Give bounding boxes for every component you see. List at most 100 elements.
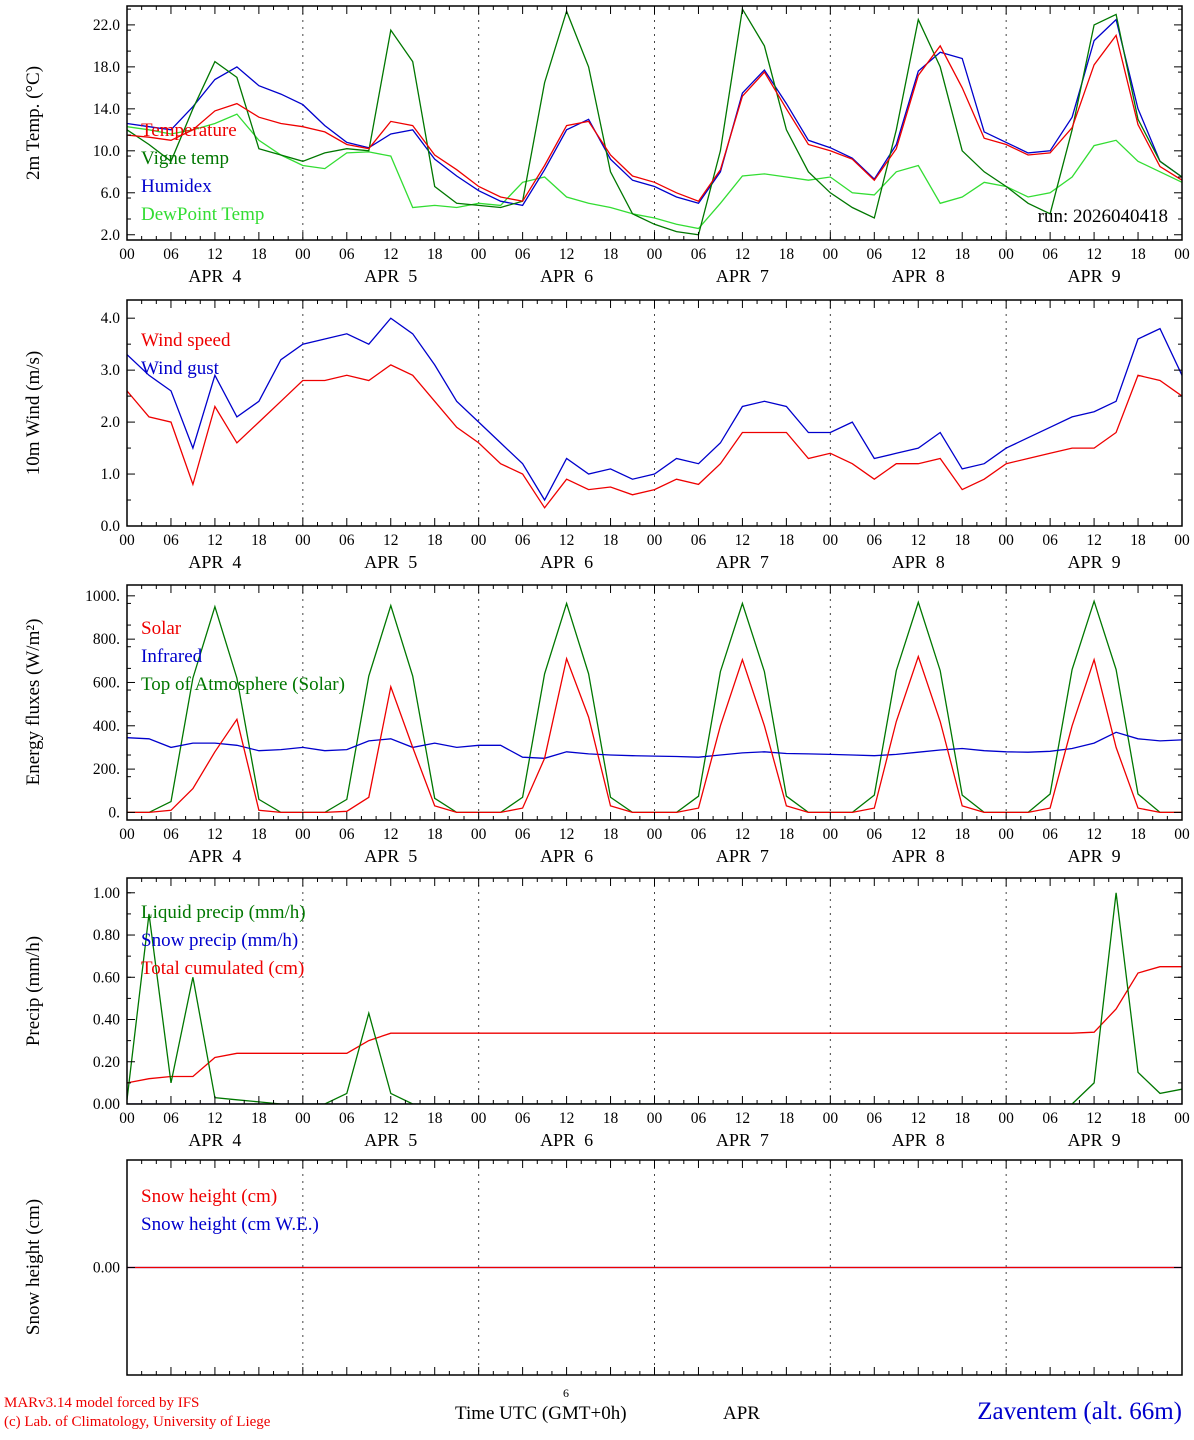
svg-text:0.40: 0.40 <box>93 1012 120 1029</box>
svg-text:12: 12 <box>1086 532 1102 549</box>
svg-text:00: 00 <box>1174 826 1190 843</box>
svg-text:18: 18 <box>427 532 443 549</box>
svg-text:APR 6: APR 6 <box>540 266 593 286</box>
svg-text:18: 18 <box>251 246 267 263</box>
svg-text:APR 8: APR 8 <box>892 552 945 572</box>
svg-text:12: 12 <box>911 532 927 549</box>
legend-wind-speed: Wind speed <box>141 330 231 351</box>
svg-text:APR 6: APR 6 <box>540 846 593 866</box>
svg-text:06: 06 <box>515 246 531 263</box>
svg-text:12: 12 <box>1086 1110 1102 1127</box>
legend-liquid-precip: Liquid precip (mm/h) <box>141 902 306 923</box>
svg-text:2.0: 2.0 <box>101 414 121 431</box>
svg-text:18: 18 <box>603 1110 619 1127</box>
svg-text:18: 18 <box>1130 826 1146 843</box>
svg-text:12: 12 <box>559 246 575 263</box>
svg-text:APR 8: APR 8 <box>892 1130 945 1150</box>
svg-text:APR 7: APR 7 <box>716 1130 769 1150</box>
svg-text:18: 18 <box>954 532 970 549</box>
legend-solar: Solar <box>141 618 182 639</box>
svg-text:06: 06 <box>1042 1110 1058 1127</box>
svg-text:600.: 600. <box>93 674 120 691</box>
svg-text:1000.: 1000. <box>85 588 120 605</box>
svg-text:00: 00 <box>295 246 311 263</box>
svg-text:4.0: 4.0 <box>101 310 121 327</box>
svg-text:APR 9: APR 9 <box>1068 846 1121 866</box>
svg-text:12: 12 <box>207 532 223 549</box>
svg-text:APR 9: APR 9 <box>1068 1130 1121 1150</box>
svg-text:00: 00 <box>823 532 839 549</box>
svg-text:06: 06 <box>515 826 531 843</box>
svg-text:18: 18 <box>954 1110 970 1127</box>
legend-total-cumulated: Total cumulated (cm) <box>141 958 305 979</box>
svg-text:1.0: 1.0 <box>101 466 121 483</box>
svg-text:800.: 800. <box>93 631 120 648</box>
svg-text:06: 06 <box>339 1110 355 1127</box>
svg-text:00: 00 <box>647 1110 663 1127</box>
svg-text:00: 00 <box>823 246 839 263</box>
svg-text:12: 12 <box>383 1110 399 1127</box>
svg-text:06: 06 <box>1042 826 1058 843</box>
svg-text:12: 12 <box>559 826 575 843</box>
svg-text:12: 12 <box>735 1110 751 1127</box>
svg-text:12: 12 <box>559 1110 575 1127</box>
svg-text:APR 6: APR 6 <box>540 1130 593 1150</box>
svg-text:400.: 400. <box>93 718 120 735</box>
svg-text:APR 5: APR 5 <box>364 552 417 572</box>
svg-text:0.: 0. <box>108 804 120 821</box>
svg-text:12: 12 <box>735 826 751 843</box>
svg-text:18: 18 <box>603 826 619 843</box>
svg-text:06: 06 <box>163 826 179 843</box>
svg-text:06: 06 <box>339 246 355 263</box>
legend-dewpoint: DewPoint Temp <box>141 204 265 225</box>
svg-text:18: 18 <box>427 826 443 843</box>
svg-text:00: 00 <box>823 826 839 843</box>
svg-text:APR 7: APR 7 <box>716 266 769 286</box>
svg-text:06: 06 <box>1042 246 1058 263</box>
svg-text:00: 00 <box>471 246 487 263</box>
svg-text:06: 06 <box>163 532 179 549</box>
legend-humidex: Humidex <box>141 176 212 197</box>
legend-wind-gust: Wind gust <box>141 358 219 379</box>
svg-text:0.00: 0.00 <box>93 1096 120 1113</box>
svg-text:18: 18 <box>251 1110 267 1127</box>
svg-text:18.0: 18.0 <box>93 59 120 76</box>
svg-text:00: 00 <box>647 246 663 263</box>
svg-text:00: 00 <box>998 246 1014 263</box>
svg-text:18: 18 <box>427 1110 443 1127</box>
svg-text:00: 00 <box>119 246 135 263</box>
svg-text:00: 00 <box>471 532 487 549</box>
svg-text:06: 06 <box>1042 532 1058 549</box>
svg-text:18: 18 <box>603 246 619 263</box>
station-label: Zaventem (alt. 66m) <box>977 1398 1182 1425</box>
svg-text:APR 4: APR 4 <box>188 1130 241 1150</box>
svg-text:18: 18 <box>1130 532 1146 549</box>
svg-text:00: 00 <box>295 1110 311 1127</box>
svg-text:06: 06 <box>339 826 355 843</box>
footer-model-credit: MARv3.14 model forced by IFS <box>4 1395 200 1411</box>
svg-text:06: 06 <box>163 246 179 263</box>
svg-text:00: 00 <box>823 1110 839 1127</box>
svg-text:18: 18 <box>1130 246 1146 263</box>
footer-superscript: 6 <box>563 1386 569 1400</box>
svg-text:06: 06 <box>163 1110 179 1127</box>
svg-text:00: 00 <box>998 826 1014 843</box>
svg-text:00: 00 <box>1174 1110 1190 1127</box>
svg-text:12: 12 <box>383 532 399 549</box>
legend-snow-height: Snow height (cm) <box>141 1186 278 1207</box>
svg-text:1.00: 1.00 <box>93 885 120 902</box>
svg-text:APR 6: APR 6 <box>540 552 593 572</box>
svg-text:12: 12 <box>207 1110 223 1127</box>
svg-text:APR 9: APR 9 <box>1068 266 1121 286</box>
svg-text:06: 06 <box>691 532 707 549</box>
svg-text:12: 12 <box>383 246 399 263</box>
svg-text:12: 12 <box>735 532 751 549</box>
svg-text:0.20: 0.20 <box>93 1054 120 1071</box>
svg-text:00: 00 <box>471 826 487 843</box>
svg-text:00: 00 <box>998 532 1014 549</box>
svg-text:3.0: 3.0 <box>101 362 121 379</box>
svg-text:06: 06 <box>867 1110 883 1127</box>
svg-text:00: 00 <box>998 1110 1014 1127</box>
svg-text:2.0: 2.0 <box>101 227 121 244</box>
